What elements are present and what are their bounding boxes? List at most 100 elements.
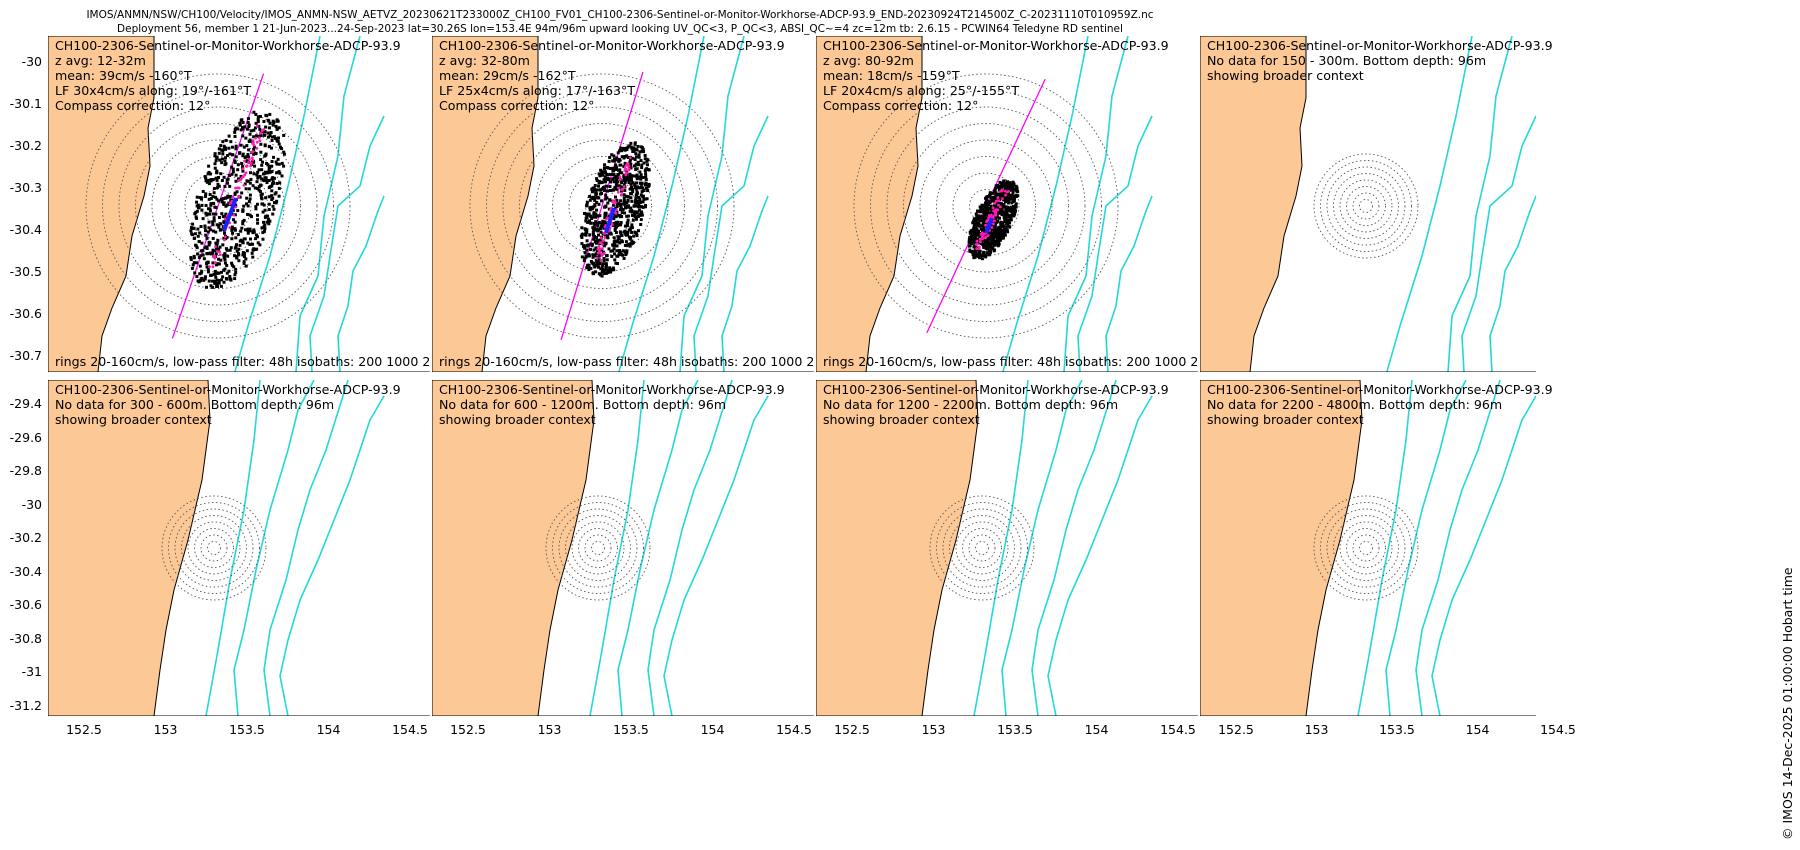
speed-ring [1313, 153, 1419, 259]
speed-ring [552, 502, 644, 594]
x-tick-label: 153 [1304, 722, 1329, 737]
instrument-label: CH100-2306-Sentinel-or-Monitor-Workhorse… [439, 382, 785, 397]
panel-footer: rings 20-160cm/s, low-pass filter: 48h i… [439, 354, 813, 369]
speed-ring [1359, 199, 1373, 213]
y-tick-label: -30.1 [9, 96, 42, 111]
panel-info-line: showing broader context [1207, 412, 1364, 427]
speed-ring [519, 123, 685, 289]
speed-ring [962, 528, 1002, 568]
speed-ring [1352, 192, 1380, 220]
speed-ring [903, 123, 1069, 289]
panel-info-line: z avg: 12-32m [55, 53, 146, 68]
isobath-line [1077, 115, 1153, 372]
x-tick-label: 153 [537, 722, 562, 737]
mean-velocity-vector [984, 217, 994, 234]
isobath-line [295, 36, 361, 372]
map-panel-2: CH100-2306-Sentinel-or-Monitor-Workhorse… [432, 36, 814, 372]
isobath-line [1063, 36, 1129, 372]
map-panel-6: CH100-2306-Sentinel-or-Monitor-Workhorse… [432, 380, 814, 716]
instrument-label: CH100-2306-Sentinel-or-Monitor-Workhorse… [823, 38, 1169, 53]
speed-ring [535, 139, 669, 273]
mean-velocity-vector [222, 197, 238, 232]
isobath-line [1461, 115, 1536, 372]
speed-ring [207, 541, 221, 555]
map-canvas [816, 36, 1198, 372]
instrument-label: CH100-2306-Sentinel-or-Monitor-Workhorse… [55, 38, 401, 53]
instrument-label: CH100-2306-Sentinel-or-Monitor-Workhorse… [1207, 38, 1553, 53]
y-tick-label: -30.2 [9, 138, 42, 153]
velocity-scatter [189, 110, 286, 289]
isobath-line [309, 115, 385, 372]
speed-ring [545, 495, 651, 601]
land-area [432, 380, 595, 716]
panel-info-line: showing broader context [55, 412, 212, 427]
map-panel-4: CH100-2306-Sentinel-or-Monitor-Workhorse… [1200, 36, 1553, 372]
map-canvas [816, 380, 1198, 716]
map-canvas [48, 380, 430, 716]
panel-info-line: No data for 150 - 300m. Bottom depth: 96… [1207, 53, 1487, 68]
panel-info-line: No data for 300 - 600m. Bottom depth: 96… [55, 397, 335, 412]
x-tick-label: 152.5 [66, 722, 102, 737]
principal-axis-line [171, 73, 265, 339]
speed-ring [1359, 541, 1373, 555]
isobath-line [1031, 380, 1117, 716]
isobath-line [1002, 36, 1089, 372]
speed-ring [200, 534, 228, 562]
panel-info-line: mean: 39cm/s -160°T [55, 68, 192, 83]
x-tick-label: 152.5 [450, 722, 486, 737]
y-tick-label: -29.6 [9, 429, 42, 445]
figure-title-line-1: IMOS/ANMN/NSW/CH100/Velocity/IMOS_ANMN-N… [86, 9, 1154, 21]
isobath-line [234, 36, 321, 372]
speed-ring [919, 139, 1053, 273]
panel-info-line: z avg: 80-92m [823, 53, 914, 68]
map-canvas [1200, 380, 1536, 716]
panel-footer: rings 20-160cm/s, low-pass filter: 48h i… [55, 354, 429, 369]
x-tick-label: 152.5 [834, 722, 870, 737]
speed-ring [571, 521, 625, 575]
x-tick-label: 154.5 [392, 722, 428, 737]
panel-info-line: Compass correction: 12° [823, 98, 979, 113]
speed-ring [502, 106, 702, 306]
isobath-line [589, 380, 645, 716]
x-tick-label: 154.5 [1540, 722, 1576, 737]
land-area [816, 36, 923, 372]
speed-ring [936, 502, 1028, 594]
instrument-label: CH100-2306-Sentinel-or-Monitor-Workhorse… [823, 382, 1169, 397]
panel-info-line: Compass correction: 12° [55, 98, 211, 113]
speed-ring [1326, 508, 1406, 588]
y-tick-label: -29.4 [9, 396, 42, 411]
speed-ring [1346, 528, 1386, 568]
isobath-line [617, 380, 699, 716]
isobath-line [1105, 195, 1153, 372]
isobath-line [1489, 195, 1536, 372]
isobath-line [1047, 395, 1153, 716]
panel-footer: rings 20-160cm/s, low-pass filter: 48h i… [823, 354, 1197, 369]
speed-ring [118, 106, 318, 306]
isobath-line [337, 195, 385, 372]
y-tick-label: -30.4 [9, 222, 42, 237]
map-panel-5: CH100-2306-Sentinel-or-Monitor-Workhorse… [48, 380, 430, 716]
isobath-line [279, 395, 385, 716]
speed-ring [1339, 179, 1393, 233]
y-tick-label: -30.4 [9, 563, 42, 579]
speed-ring [151, 139, 285, 273]
speed-ring [469, 73, 735, 339]
velocity-scatter [967, 179, 1020, 261]
speed-ring [584, 534, 612, 562]
isobath-line [1415, 380, 1501, 716]
mean-velocity-vector [604, 207, 616, 234]
speed-ring [168, 502, 260, 594]
y-tick-label: -31.2 [9, 698, 42, 713]
y-tick-label: -30 [21, 54, 42, 69]
map-canvas [432, 36, 814, 372]
x-tick-label: 153.5 [613, 722, 649, 737]
isobath-line [647, 380, 733, 716]
speed-ring [942, 508, 1022, 588]
isobath-line [263, 380, 349, 716]
isobath-line [1357, 380, 1413, 716]
panel-info-line: z avg: 32-80m [439, 53, 530, 68]
panel-info-line: No data for 2200 - 4800m. Bottom depth: … [1207, 397, 1503, 412]
isobath-line [679, 36, 745, 372]
land-area [48, 380, 211, 716]
isobath-line [973, 380, 1029, 716]
